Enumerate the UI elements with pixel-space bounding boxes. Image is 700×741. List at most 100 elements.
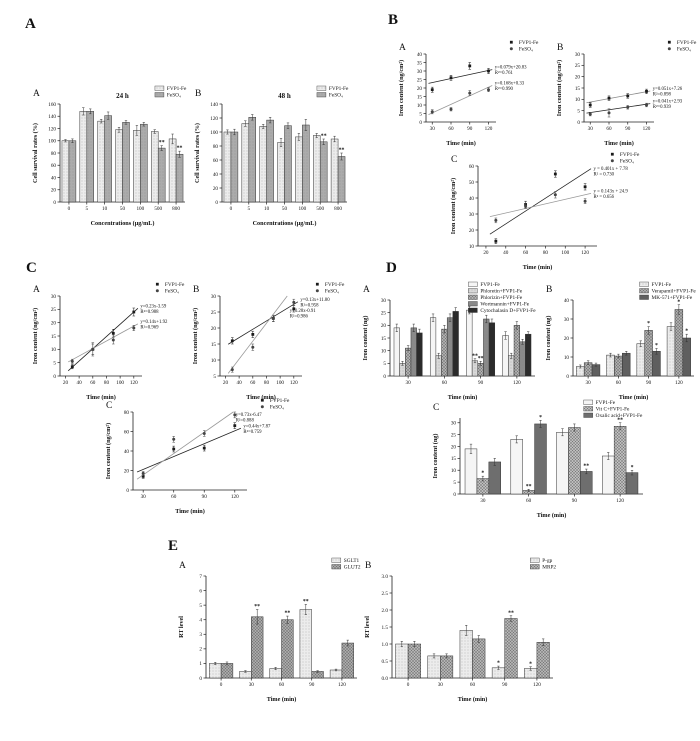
svg-text:48 h: 48 h	[278, 92, 291, 100]
svg-text:R²=0.990: R²=0.990	[495, 86, 514, 92]
svg-text:40: 40	[417, 52, 423, 58]
svg-text:**: **	[526, 484, 532, 490]
svg-text:FVP1-Fe: FVP1-Fe	[519, 40, 539, 46]
svg-text:FVP1-Fe: FVP1-Fe	[620, 152, 640, 158]
svg-text:10: 10	[51, 347, 57, 353]
svg-text:0: 0	[566, 374, 569, 380]
svg-text:120: 120	[290, 380, 298, 386]
svg-text:FeSO₄: FeSO₄	[270, 405, 284, 411]
svg-text:4: 4	[199, 618, 202, 624]
svg-text:5: 5	[199, 603, 202, 609]
svg-text:y = 0.401x + 7.78: y = 0.401x + 7.78	[594, 167, 629, 172]
svg-text:80: 80	[51, 151, 57, 157]
svg-text:FeSO₄: FeSO₄	[677, 47, 691, 53]
svg-text:y=0.041x+2.93: y=0.041x+2.93	[653, 100, 683, 105]
svg-text:Phloretin+FVP1-Fe: Phloretin+FVP1-Fe	[480, 289, 522, 295]
svg-text:30: 30	[438, 682, 444, 688]
svg-text:FeSO₄: FeSO₄	[325, 289, 339, 295]
svg-text:R² = 0.730: R² = 0.730	[594, 172, 615, 178]
svg-text:30: 30	[249, 682, 255, 688]
svg-text:SGLT1: SGLT1	[344, 558, 360, 564]
svg-text:90: 90	[646, 380, 652, 386]
svg-text:20: 20	[417, 86, 423, 92]
svg-text:y=0.44x+7.87: y=0.44x+7.87	[243, 424, 271, 429]
svg-text:40: 40	[124, 449, 130, 455]
svg-text:FeSO₄: FeSO₄	[165, 289, 179, 295]
svg-text:30: 30	[480, 498, 486, 504]
svg-text:Wortmannin+FVP1-Fe: Wortmannin+FVP1-Fe	[480, 302, 529, 308]
svg-text:30: 30	[141, 494, 147, 500]
svg-text:50: 50	[469, 180, 475, 186]
svg-text:Concentrations (μg/mL): Concentrations (μg/mL)	[253, 220, 317, 227]
svg-text:60: 60	[469, 164, 475, 170]
svg-text:Iron content (ng): Iron content (ng)	[362, 316, 369, 361]
svg-text:0: 0	[215, 200, 218, 206]
svg-text:20: 20	[124, 468, 130, 474]
svg-text:100: 100	[298, 206, 306, 212]
svg-text:B: B	[557, 43, 563, 53]
svg-text:y=0.28x-0.91: y=0.28x-0.91	[290, 309, 316, 314]
svg-text:R²=0.988: R²=0.988	[140, 309, 159, 315]
svg-text:0: 0	[53, 200, 56, 206]
svg-text:100: 100	[48, 139, 56, 145]
svg-text:FVP1-Fe: FVP1-Fe	[480, 282, 500, 288]
svg-text:R²=0.939: R²=0.939	[653, 104, 672, 110]
svg-text:120: 120	[643, 126, 651, 132]
svg-text:20: 20	[213, 186, 219, 192]
svg-text:A: A	[399, 43, 406, 53]
svg-text:30: 30	[588, 126, 594, 132]
svg-text:R²=0.958: R²=0.958	[300, 302, 319, 308]
chart-inhibitors-bars-d-b: 0 10 20 30 40 30 60 90 * * 120 * * B Time (min) Iron co…	[543, 280, 699, 402]
svg-text:30: 30	[586, 380, 592, 386]
svg-text:90: 90	[202, 494, 208, 500]
svg-text:25: 25	[417, 77, 423, 83]
svg-text:0: 0	[230, 206, 233, 212]
svg-text:**: **	[617, 417, 623, 423]
svg-text:A: A	[33, 89, 40, 99]
svg-text:1.5: 1.5	[382, 625, 389, 631]
svg-text:MRP2: MRP2	[542, 565, 556, 571]
svg-text:120: 120	[581, 250, 589, 256]
svg-text:20: 20	[211, 326, 217, 332]
svg-text:3: 3	[199, 632, 202, 638]
svg-text:10: 10	[211, 358, 217, 364]
svg-text:0: 0	[453, 492, 456, 498]
svg-text:30: 30	[451, 421, 457, 427]
svg-text:5: 5	[383, 361, 386, 367]
svg-text:RT level: RT level	[178, 616, 185, 638]
svg-text:C: C	[106, 401, 112, 411]
svg-text:*: *	[655, 343, 658, 349]
svg-text:C: C	[451, 155, 457, 165]
svg-text:**: **	[177, 146, 183, 152]
svg-text:6: 6	[199, 588, 202, 594]
svg-text:y=0.23x-3.59: y=0.23x-3.59	[140, 304, 166, 309]
svg-text:R² = 0.656: R² = 0.656	[594, 194, 615, 200]
svg-text:15: 15	[451, 456, 457, 462]
svg-text:Time (min): Time (min)	[619, 394, 649, 401]
svg-text:25: 25	[451, 432, 457, 438]
svg-text:P-gp: P-gp	[542, 558, 552, 564]
svg-text:**: **	[159, 140, 165, 146]
svg-text:5: 5	[577, 108, 580, 114]
svg-text:FeSO₄: FeSO₄	[329, 93, 343, 99]
svg-text:FVP1-Fe: FVP1-Fe	[677, 40, 697, 46]
svg-text:30: 30	[469, 212, 475, 218]
svg-text:30: 30	[211, 294, 217, 300]
svg-text:0: 0	[577, 120, 580, 126]
svg-text:Oxalic acid+FVP1-Fe: Oxalic acid+FVP1-Fe	[596, 413, 643, 419]
svg-text:80: 80	[264, 380, 270, 386]
svg-text:80: 80	[213, 144, 219, 150]
svg-text:*: *	[481, 471, 484, 477]
svg-text:Verapamil+FVP1-Fe: Verapamil+FVP1-Fe	[652, 289, 697, 295]
svg-text:10: 10	[264, 206, 270, 212]
svg-text:30: 30	[430, 126, 436, 132]
svg-text:10: 10	[381, 348, 387, 354]
svg-text:C: C	[433, 403, 439, 413]
svg-text:60: 60	[51, 163, 57, 169]
svg-text:Cytochalasin D+FVP1-Fe: Cytochalasin D+FVP1-Fe	[480, 308, 536, 314]
svg-text:100: 100	[136, 206, 144, 212]
svg-text:FeSO₄: FeSO₄	[519, 47, 533, 53]
svg-text:90: 90	[467, 126, 473, 132]
svg-text:500: 500	[316, 206, 324, 212]
